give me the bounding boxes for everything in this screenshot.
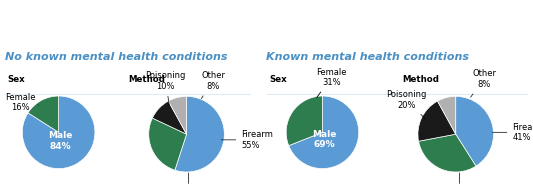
Wedge shape (22, 96, 95, 169)
Wedge shape (438, 96, 456, 134)
Wedge shape (418, 134, 476, 172)
Text: Other
8%: Other 8% (471, 69, 496, 97)
Wedge shape (175, 96, 224, 172)
Wedge shape (28, 96, 59, 132)
Text: Suffocation
27%: Suffocation 27% (165, 173, 212, 189)
Text: 69%: 69% (313, 140, 335, 149)
Text: Poisoning
10%: Poisoning 10% (146, 71, 186, 105)
Text: Female
31%: Female 31% (316, 67, 347, 97)
Text: Sex: Sex (8, 75, 26, 84)
Text: Male: Male (312, 130, 336, 139)
Text: Male: Male (49, 131, 72, 140)
Wedge shape (286, 96, 322, 146)
Text: Poisoning
20%: Poisoning 20% (386, 90, 427, 119)
Text: Sex: Sex (269, 75, 287, 84)
Text: Other
8%: Other 8% (201, 71, 225, 99)
Text: Firearm
41%: Firearm 41% (492, 123, 533, 142)
Wedge shape (289, 96, 359, 169)
Text: Suffocation
31%: Suffocation 31% (435, 173, 483, 189)
Text: 84%: 84% (50, 142, 71, 151)
Wedge shape (418, 101, 456, 141)
Text: Known mental health conditions: Known mental health conditions (266, 52, 470, 62)
Wedge shape (152, 101, 187, 134)
Text: Female
16%: Female 16% (5, 93, 39, 112)
Text: Differences exist among those with and without mental health conditions.: Differences exist among those with and w… (5, 11, 499, 24)
Text: Method: Method (128, 75, 165, 84)
Text: People without known mental health conditions were more likely to be male and to: People without known mental health condi… (5, 37, 486, 47)
Text: Firearm
55%: Firearm 55% (221, 130, 273, 149)
Wedge shape (168, 96, 187, 134)
Text: No known mental health conditions: No known mental health conditions (5, 52, 228, 62)
Text: Method: Method (402, 75, 439, 84)
Wedge shape (149, 118, 187, 170)
Wedge shape (456, 96, 494, 166)
